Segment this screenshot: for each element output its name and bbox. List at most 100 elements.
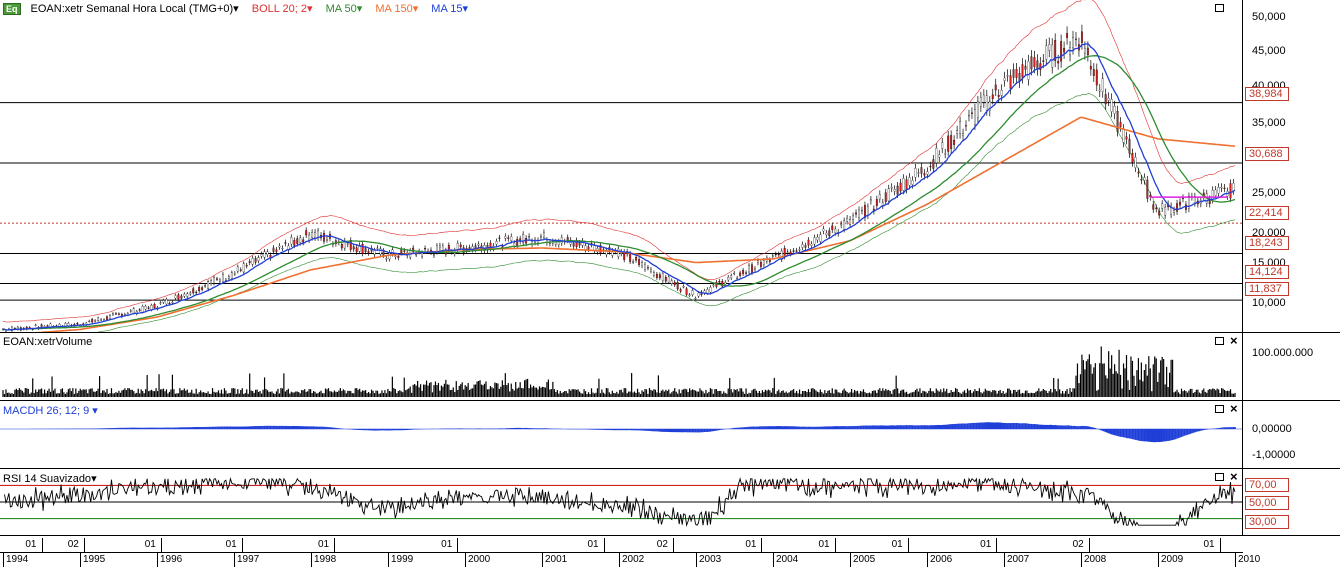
price-candle xyxy=(1033,57,1036,67)
price-candle xyxy=(1015,69,1018,78)
price-candle xyxy=(498,237,501,239)
y-tick: 10,000 xyxy=(1252,297,1286,309)
price-candle xyxy=(284,242,287,244)
price-candle xyxy=(528,236,531,238)
rsi-level-tag[interactable]: 50,00 xyxy=(1245,496,1289,510)
macd-tick: 0,00000 xyxy=(1252,423,1292,435)
price-candle xyxy=(1152,204,1155,210)
month-label: 02 xyxy=(657,538,674,552)
price-candle xyxy=(114,313,117,315)
maximize-icon[interactable] xyxy=(1215,4,1224,12)
rsi-level-tag[interactable]: 70,00 xyxy=(1245,478,1289,492)
price-candle xyxy=(147,307,150,309)
price-candle xyxy=(932,159,935,169)
rsi-label[interactable]: RSI 14 Suavizado▾ xyxy=(3,473,97,485)
indicator-ma50[interactable]: MA 50▾ xyxy=(325,3,363,15)
y-tick: 50,000 xyxy=(1252,11,1286,23)
price-candle xyxy=(308,234,311,241)
month-label: 01 xyxy=(318,538,336,552)
price-candle xyxy=(1173,209,1176,213)
price-candle xyxy=(599,245,602,254)
price-candle xyxy=(694,298,697,300)
price-candle xyxy=(971,112,973,114)
price-candle xyxy=(132,308,135,314)
symbol-dropdown-icon[interactable]: ▾ xyxy=(233,3,239,15)
price-candle xyxy=(742,270,745,274)
price-candle xyxy=(759,261,762,267)
close-icon[interactable]: × xyxy=(1230,469,1238,484)
price-candle xyxy=(311,232,314,238)
price-candle xyxy=(953,139,956,145)
indicator-boll[interactable]: BOLL 20; 2▾ xyxy=(251,3,313,15)
macd-plot-area[interactable] xyxy=(0,401,1243,468)
price-candle xyxy=(305,230,308,236)
maximize-icon[interactable] xyxy=(1215,337,1224,345)
month-label: 01 xyxy=(145,538,162,552)
price-candle xyxy=(578,242,581,246)
price-candle xyxy=(1027,61,1030,80)
price-candle xyxy=(394,255,397,258)
month-row: 01 02 01 01 01 01 01 02 01 01 01 01 02 01 xyxy=(0,538,1243,552)
boll-lower-line xyxy=(96,93,1236,332)
level-tag[interactable]: 11,837 xyxy=(1245,282,1289,296)
price-candle xyxy=(1161,203,1164,209)
price-candle xyxy=(373,250,376,255)
price-candle xyxy=(91,318,94,323)
rsi-chart xyxy=(0,477,1242,527)
rsi-panel: RSI 14 Suavizado▾ × 70,00 50,00 30,00 xyxy=(0,469,1340,536)
indicator-ma15[interactable]: MA 15▾ xyxy=(431,3,469,15)
price-candle xyxy=(691,290,694,296)
price-candle xyxy=(34,324,37,326)
close-icon[interactable]: × xyxy=(1230,401,1238,416)
eq-badge-icon[interactable]: Eq xyxy=(3,3,21,15)
month-label: 01 xyxy=(980,538,998,552)
volume-chart xyxy=(2,346,1236,397)
price-candle xyxy=(272,247,275,252)
maximize-icon[interactable] xyxy=(1215,405,1224,413)
price-candle xyxy=(543,232,545,238)
volume-label[interactable]: EOAN:xetrVolume xyxy=(3,336,93,348)
level-tag[interactable]: 30,688 xyxy=(1245,147,1289,161)
rsi-level-tag[interactable]: 30,00 xyxy=(1245,515,1289,529)
level-tag[interactable]: 18,243 xyxy=(1245,236,1289,250)
indicator-ma150[interactable]: MA 150▾ xyxy=(375,3,419,15)
macd-panel: MACDH 26; 12; 9 ▾ × 0,00000 -1,00000 xyxy=(0,401,1340,469)
price-candle xyxy=(950,135,953,149)
price-candle xyxy=(355,247,358,253)
volume-panel: EOAN:xetrVolume × 100.000.000 xyxy=(0,333,1340,401)
price-candle xyxy=(257,257,260,261)
price-candle xyxy=(685,288,688,295)
price-candle xyxy=(718,280,721,283)
price-candle xyxy=(780,250,783,260)
price-candle xyxy=(1116,111,1119,132)
price-candle xyxy=(587,246,590,250)
price-candle xyxy=(733,272,736,275)
price-plot-area[interactable] xyxy=(0,0,1243,332)
price-panel: Eq EOAN:xetr Semanal Hora Local (TMG+0)▾ … xyxy=(0,0,1340,333)
volume-plot-area[interactable] xyxy=(0,333,1243,400)
level-tag[interactable]: 22,414 xyxy=(1245,206,1289,220)
price-candle xyxy=(123,314,126,316)
price-candle xyxy=(349,240,352,250)
price-candle xyxy=(938,154,941,158)
price-candle xyxy=(676,281,679,290)
level-tag[interactable]: 38,984 xyxy=(1245,87,1289,101)
price-candle xyxy=(174,295,177,299)
price-candle xyxy=(935,147,938,164)
price-candle xyxy=(424,248,427,250)
rsi-plot-area[interactable] xyxy=(0,469,1243,535)
price-candle xyxy=(1128,138,1131,154)
macd-label[interactable]: MACDH 26; 12; 9 ▾ xyxy=(3,405,98,417)
price-candle xyxy=(1170,205,1173,215)
price-candle xyxy=(849,219,852,225)
price-candle xyxy=(275,249,278,252)
price-candle xyxy=(804,245,807,248)
price-candle xyxy=(242,263,245,273)
price-candle xyxy=(813,237,816,245)
level-tag[interactable]: 14,124 xyxy=(1245,265,1289,279)
symbol-title[interactable]: EOAN:xetr Semanal Hora Local (TMG+0) xyxy=(30,3,234,15)
price-candle xyxy=(786,251,789,253)
close-icon[interactable]: × xyxy=(1230,333,1238,348)
month-label: 01 xyxy=(892,538,909,552)
maximize-icon[interactable] xyxy=(1215,473,1224,481)
